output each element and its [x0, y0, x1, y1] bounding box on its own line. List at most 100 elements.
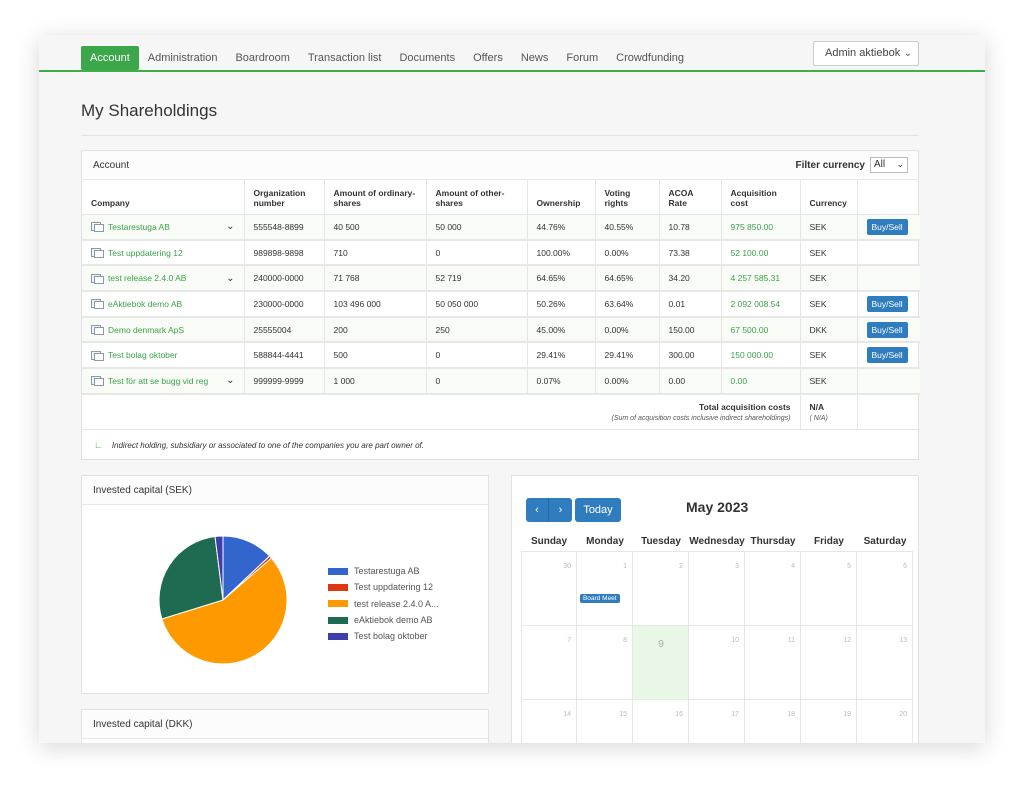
user-select-value: Admin aktiebok: [825, 47, 901, 59]
legend-item[interactable]: Test uppdatering 12: [328, 579, 439, 595]
account-panel: Account Filter currency All ⌄ Company Or…: [81, 150, 920, 460]
company-link[interactable]: eAktiebok demo AB: [108, 298, 183, 309]
voting-rights-cell: 40.55%: [595, 214, 660, 241]
invested-dkk-title: Invested capital (DKK): [93, 719, 193, 730]
calendar-day[interactable]: 19: [801, 700, 857, 743]
column-header-org-number[interactable]: Organization number: [244, 180, 325, 215]
company-link[interactable]: Testarestuga AB: [108, 221, 170, 232]
legend-item[interactable]: Test bolag oktober: [328, 628, 439, 644]
company-cell-content: Test bolag oktober: [91, 350, 235, 361]
nav-item-offers[interactable]: Offers: [473, 52, 503, 64]
calendar-day[interactable]: 20: [857, 700, 913, 743]
nav-item-news[interactable]: News: [520, 52, 549, 64]
calendar-day[interactable]: 3: [689, 552, 745, 626]
org-number-cell: 555548-8899: [244, 214, 325, 241]
column-header-other-shares[interactable]: Amount of other-shares: [426, 180, 528, 215]
documents-icon: [91, 298, 104, 310]
nav-item-crowdfunding[interactable]: Crowdfunding: [616, 52, 685, 64]
legend-label: Test bolag oktober: [354, 631, 428, 642]
nav-item-transaction-list[interactable]: Transaction list: [307, 52, 382, 64]
buy-sell-button[interactable]: Buy/Sell: [866, 295, 908, 312]
calendar-day[interactable]: 13: [857, 626, 913, 700]
buy-sell-button[interactable]: Buy/Sell: [866, 347, 908, 364]
calendar-day[interactable]: 9: [633, 626, 689, 700]
calendar-day[interactable]: 4: [745, 552, 801, 626]
org-number-cell: 25555004: [244, 316, 325, 344]
filter-currency-label: Filter currency: [795, 159, 865, 171]
calendar-day[interactable]: 18: [745, 700, 801, 743]
currency-filter-select[interactable]: All ⌄: [870, 157, 908, 173]
calendar-day[interactable]: 6: [857, 552, 913, 626]
day-number: 15: [619, 711, 627, 718]
nav-menu: Account Administration Boardroom Transac…: [81, 46, 693, 70]
buy-sell-button[interactable]: Buy/Sell: [866, 218, 908, 235]
buy-sell-button[interactable]: Buy/Sell: [866, 321, 908, 338]
column-header-acoa-rate[interactable]: ACOA Rate: [659, 180, 722, 215]
company-link[interactable]: Test bolag oktober: [108, 350, 178, 361]
documents-icon: [91, 221, 104, 233]
pie-slice[interactable]: [158, 535, 224, 620]
calendar-day[interactable]: 7: [521, 626, 577, 700]
legend-label: test release 2.4.0 A...: [354, 598, 439, 609]
legend-item[interactable]: test release 2.4.0 A...: [328, 596, 439, 612]
calendar-day[interactable]: 8: [577, 626, 633, 700]
day-number: 12: [843, 637, 851, 644]
other-shares-cell: 52 719: [426, 265, 528, 293]
day-number: 10: [731, 637, 739, 644]
nav-item-boardroom[interactable]: Boardroom: [235, 52, 290, 64]
pie-slice[interactable]: [161, 557, 288, 665]
calendar-next-button[interactable]: ›: [549, 498, 572, 522]
chevron-down-icon[interactable]: ⌄: [226, 272, 235, 284]
calendar-today-button[interactable]: Today: [575, 498, 621, 522]
column-header-ownership[interactable]: Ownership: [527, 180, 596, 215]
calendar-day[interactable]: 15: [577, 700, 633, 743]
action-cell: [857, 368, 920, 395]
weekday-label: Monday: [577, 531, 633, 552]
chevron-down-icon[interactable]: ⌄: [226, 221, 235, 233]
calendar-day[interactable]: 10: [689, 626, 745, 700]
pie-slice[interactable]: [214, 535, 224, 601]
column-header-actions: [857, 180, 920, 215]
nav-item-forum[interactable]: Forum: [566, 52, 599, 64]
column-header-acquisition-cost[interactable]: Acquisition cost: [721, 180, 801, 215]
ordinary-shares-cell: 710: [324, 239, 427, 267]
company-link[interactable]: test release 2.4.0 AB: [108, 273, 187, 284]
calendar-day[interactable]: 14: [521, 700, 577, 743]
invested-dkk-header: Invested capital (DKK): [82, 710, 488, 739]
nav-item-account[interactable]: Account: [81, 46, 139, 70]
acoa-rate-cell: 150.00: [659, 316, 722, 344]
other-shares-cell: 0: [426, 368, 528, 395]
legend-item[interactable]: eAktiebok demo AB: [328, 612, 439, 628]
calendar-day[interactable]: 30: [521, 552, 577, 626]
calendar-day[interactable]: 12: [801, 626, 857, 700]
weekday-label: Tuesday: [633, 531, 689, 552]
day-number: 30: [563, 563, 571, 570]
indirect-holding-footnote: ∟ Indirect holding, subsidiary or associ…: [82, 430, 918, 460]
column-header-company[interactable]: Company: [82, 180, 245, 215]
day-number: 8: [623, 637, 627, 644]
column-header-voting-rights[interactable]: Voting rights: [595, 180, 660, 215]
nav-item-administration[interactable]: Administration: [147, 52, 218, 64]
company-link[interactable]: Test för att se bugg vid reg: [108, 375, 209, 386]
column-header-currency[interactable]: Currency: [800, 180, 858, 215]
company-link[interactable]: Test uppdatering 12: [108, 247, 183, 258]
calendar-day[interactable]: 16: [633, 700, 689, 743]
calendar-day[interactable]: 1 Board Meet: [577, 552, 633, 626]
legend-item[interactable]: Testarestuga AB: [328, 563, 439, 579]
voting-rights-cell: 29.41%: [595, 342, 660, 370]
ownership-cell: 64.65%: [527, 265, 596, 293]
company-link[interactable]: Demo denmark ApS: [108, 324, 185, 335]
column-header-ordinary-shares[interactable]: Amount of ordinary-shares: [324, 180, 427, 215]
calendar-event[interactable]: Board Meet: [580, 594, 620, 603]
user-select[interactable]: Admin aktiebok ⌄: [813, 41, 919, 66]
calendar-day[interactable]: 17: [689, 700, 745, 743]
nav-item-documents[interactable]: Documents: [399, 52, 456, 64]
top-navigation: Account Administration Boardroom Transac…: [39, 35, 985, 72]
calendar-prev-button[interactable]: ‹: [526, 498, 549, 522]
calendar-day[interactable]: 2: [633, 552, 689, 626]
calendar-day[interactable]: 5: [801, 552, 857, 626]
day-number: 7: [567, 637, 571, 644]
chevron-down-icon[interactable]: ⌄: [226, 375, 235, 387]
chevron-down-icon: ⌄: [896, 159, 904, 169]
calendar-day[interactable]: 11: [745, 626, 801, 700]
